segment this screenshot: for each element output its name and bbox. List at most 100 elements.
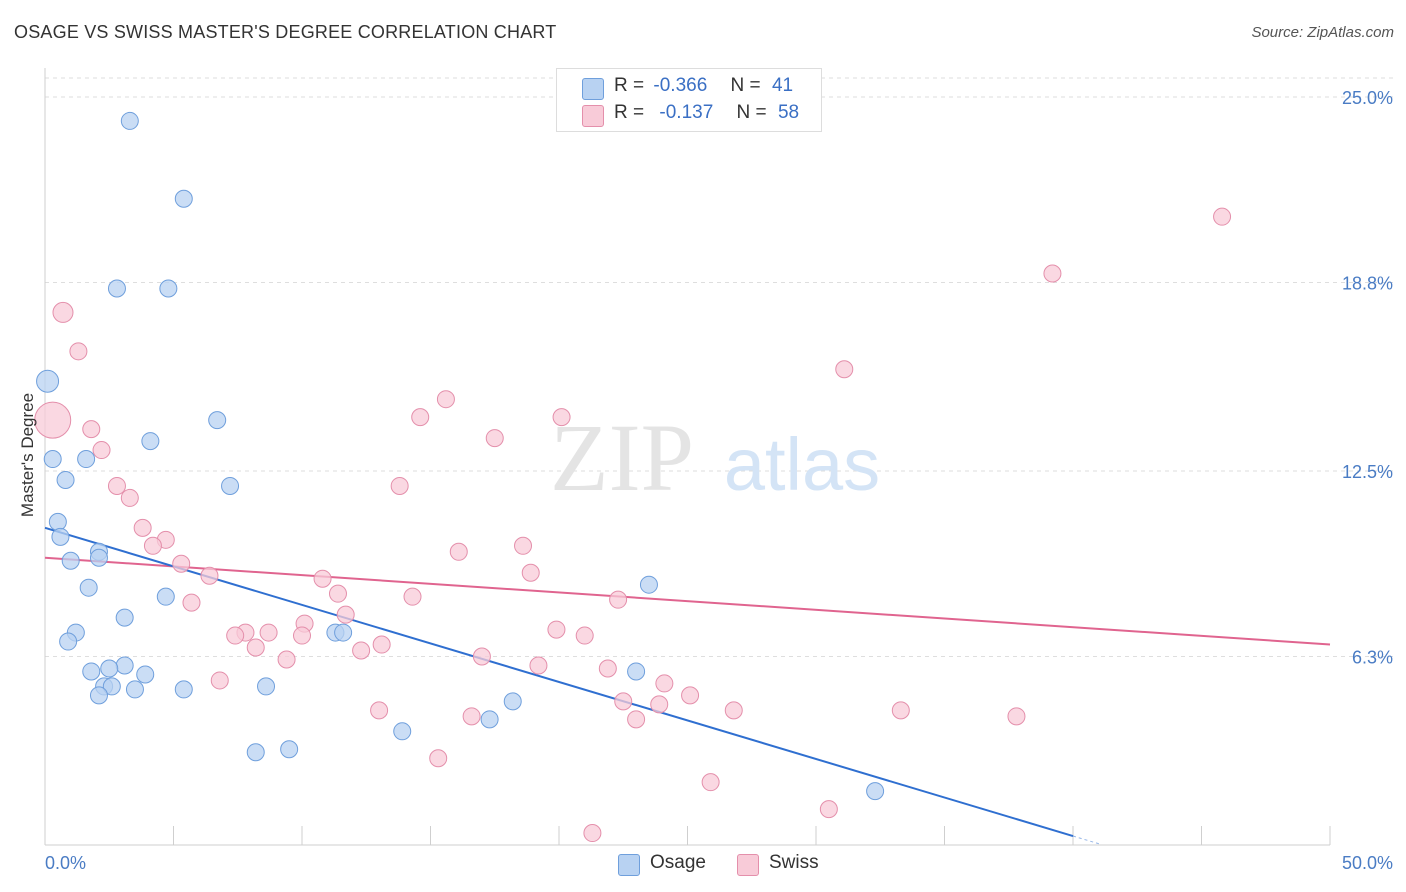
point-osage [503, 692, 522, 711]
watermark-atlas: atlas [724, 423, 880, 506]
point-swiss [352, 641, 371, 660]
x-tick-label: 0.0% [45, 853, 86, 873]
point-osage [393, 722, 412, 741]
point-osage [79, 578, 98, 597]
point-osage [174, 680, 193, 699]
trend-line-osage-extension [1072, 835, 1102, 845]
x-tick-label: 50.0% [1342, 853, 1393, 873]
point-osage [61, 551, 80, 570]
point-swiss [370, 701, 389, 720]
point-swiss [891, 701, 910, 720]
point-swiss [529, 656, 548, 675]
point-swiss [200, 566, 219, 585]
point-swiss [246, 638, 265, 657]
chart-title: OSAGE VS SWISS MASTER'S DEGREE CORRELATI… [14, 22, 557, 42]
point-swiss [403, 587, 422, 606]
point-swiss [436, 390, 455, 409]
y-tick-label: 12.5% [1342, 462, 1393, 482]
point-swiss [328, 584, 347, 603]
y-axis-label: Master's Degree [18, 393, 37, 517]
bottom-legend-label-swiss: Swiss [769, 852, 819, 873]
point-swiss [313, 569, 332, 588]
point-swiss [182, 593, 201, 612]
point-swiss [655, 674, 674, 693]
point-swiss [575, 626, 594, 645]
watermark: ZIP atlas [550, 404, 880, 511]
point-swiss [1213, 207, 1232, 226]
legend-r-value: -0.366 [653, 75, 708, 96]
point-swiss [462, 707, 481, 726]
point-swiss [552, 408, 571, 427]
point-osage [115, 656, 134, 675]
point-osage [100, 659, 119, 678]
legend-n-value: 58 [777, 102, 800, 123]
point-swiss [120, 488, 139, 507]
point-osage [89, 548, 108, 567]
point-osage [82, 662, 101, 681]
point-swiss [472, 647, 491, 666]
legend: R = -0.366 N = 41 R = -0.137 N = 58 [556, 68, 822, 132]
point-swiss [627, 710, 646, 729]
point-osage [125, 680, 144, 699]
trend-line-swiss [44, 556, 1331, 646]
point-swiss [449, 542, 468, 561]
point-swiss [82, 420, 101, 439]
point-osage [208, 411, 227, 430]
legend-n-label: N = [736, 102, 767, 123]
point-osage [59, 632, 78, 651]
source-label: Source: ZipAtlas.com [1251, 24, 1394, 41]
point-swiss [681, 686, 700, 705]
point-osage [639, 575, 658, 594]
point-osage [36, 369, 60, 393]
point-swiss [336, 605, 355, 624]
point-swiss [650, 695, 669, 714]
trend-lines [44, 526, 1331, 845]
point-swiss [1043, 264, 1062, 283]
point-swiss [724, 701, 743, 720]
point-swiss [598, 659, 617, 678]
point-swiss [133, 518, 152, 537]
y-tick-label: 25.0% [1342, 88, 1393, 108]
point-swiss [429, 749, 448, 768]
point-osage [246, 743, 265, 762]
point-swiss [259, 623, 278, 642]
point-swiss [226, 626, 245, 645]
point-swiss [547, 620, 566, 639]
point-osage [156, 587, 175, 606]
y-tick-label: 6.3% [1352, 648, 1393, 668]
point-osage [51, 527, 70, 546]
point-osage [174, 189, 193, 208]
y-tick-label: 18.8% [1342, 274, 1393, 294]
point-swiss [1007, 707, 1026, 726]
watermark-zip: ZIP [550, 404, 694, 511]
point-osage [280, 740, 299, 759]
y-tick-labels: 6.3% 12.5% 18.8% 25.0% [1342, 88, 1393, 668]
point-osage [56, 470, 75, 489]
point-osage [115, 608, 134, 627]
point-osage [107, 279, 126, 298]
axes [44, 68, 1331, 846]
bottom-legend-label-osage: Osage [650, 852, 706, 873]
legend-n-label: N = [730, 75, 761, 96]
point-swiss [69, 342, 88, 361]
x-tick-labels: 0.0% 50.0% [45, 853, 1393, 873]
point-swiss [514, 536, 533, 555]
point-osage [102, 677, 121, 696]
point-osage [43, 450, 62, 469]
legend-r-label: R = [614, 102, 645, 123]
bottom-legend-swatch-swiss [737, 854, 759, 876]
point-swiss [372, 635, 391, 654]
point-osage [627, 662, 646, 681]
legend-n-value: 41 [771, 75, 794, 96]
point-swiss [34, 401, 72, 439]
point-osage [77, 450, 96, 469]
data-points [34, 111, 1232, 843]
legend-swatch-osage [582, 78, 604, 100]
point-osage [89, 686, 108, 705]
point-swiss [390, 476, 409, 495]
legend-r-label: R = [614, 75, 645, 96]
point-osage [141, 432, 160, 451]
point-swiss [609, 590, 628, 609]
point-osage [257, 677, 276, 696]
point-swiss [277, 650, 296, 669]
